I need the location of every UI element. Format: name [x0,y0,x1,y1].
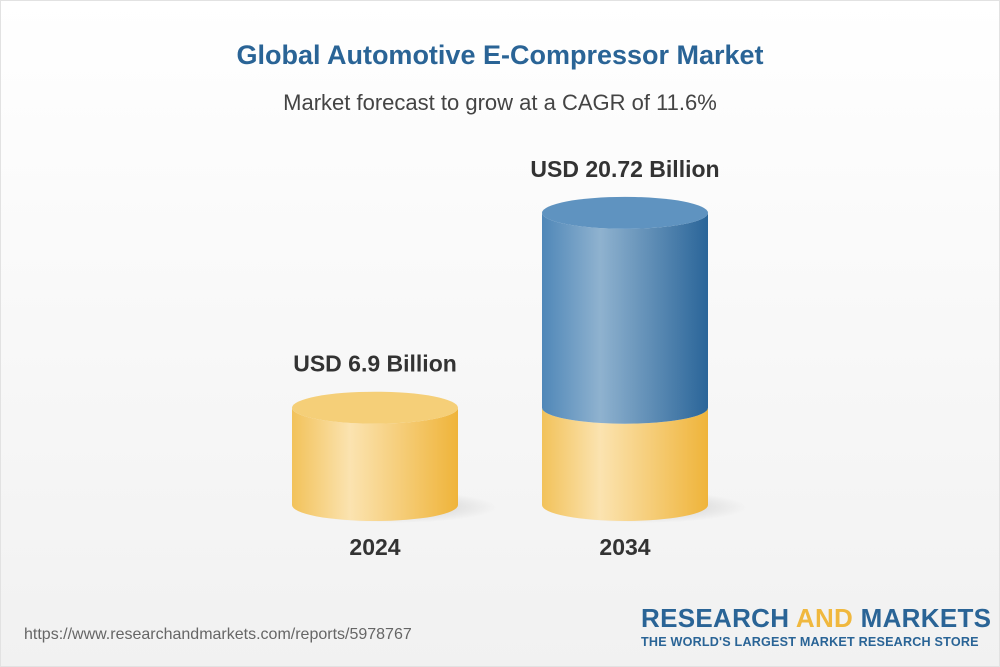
bar-top [542,196,708,229]
source-url[interactable]: https://www.researchandmarkets.com/repor… [24,626,412,643]
research-and-markets-logo: RESEARCH AND MARKETS THE WORLD'S LARGEST… [641,603,992,649]
bar-2024 [292,407,458,521]
category-label: 2034 [599,534,650,560]
bar-top [292,391,458,424]
data-label: USD 20.72 Billion [530,156,719,182]
chart-title: Global Automotive E-Compressor Market [236,40,764,70]
bar-base-segment [542,407,708,521]
category-label: 2024 [349,534,400,560]
chart-subtitle: Market forecast to grow at a CAGR of 11.… [283,90,717,115]
data-label: USD 6.9 Billion [293,351,457,377]
bar-growth-segment [542,212,708,424]
